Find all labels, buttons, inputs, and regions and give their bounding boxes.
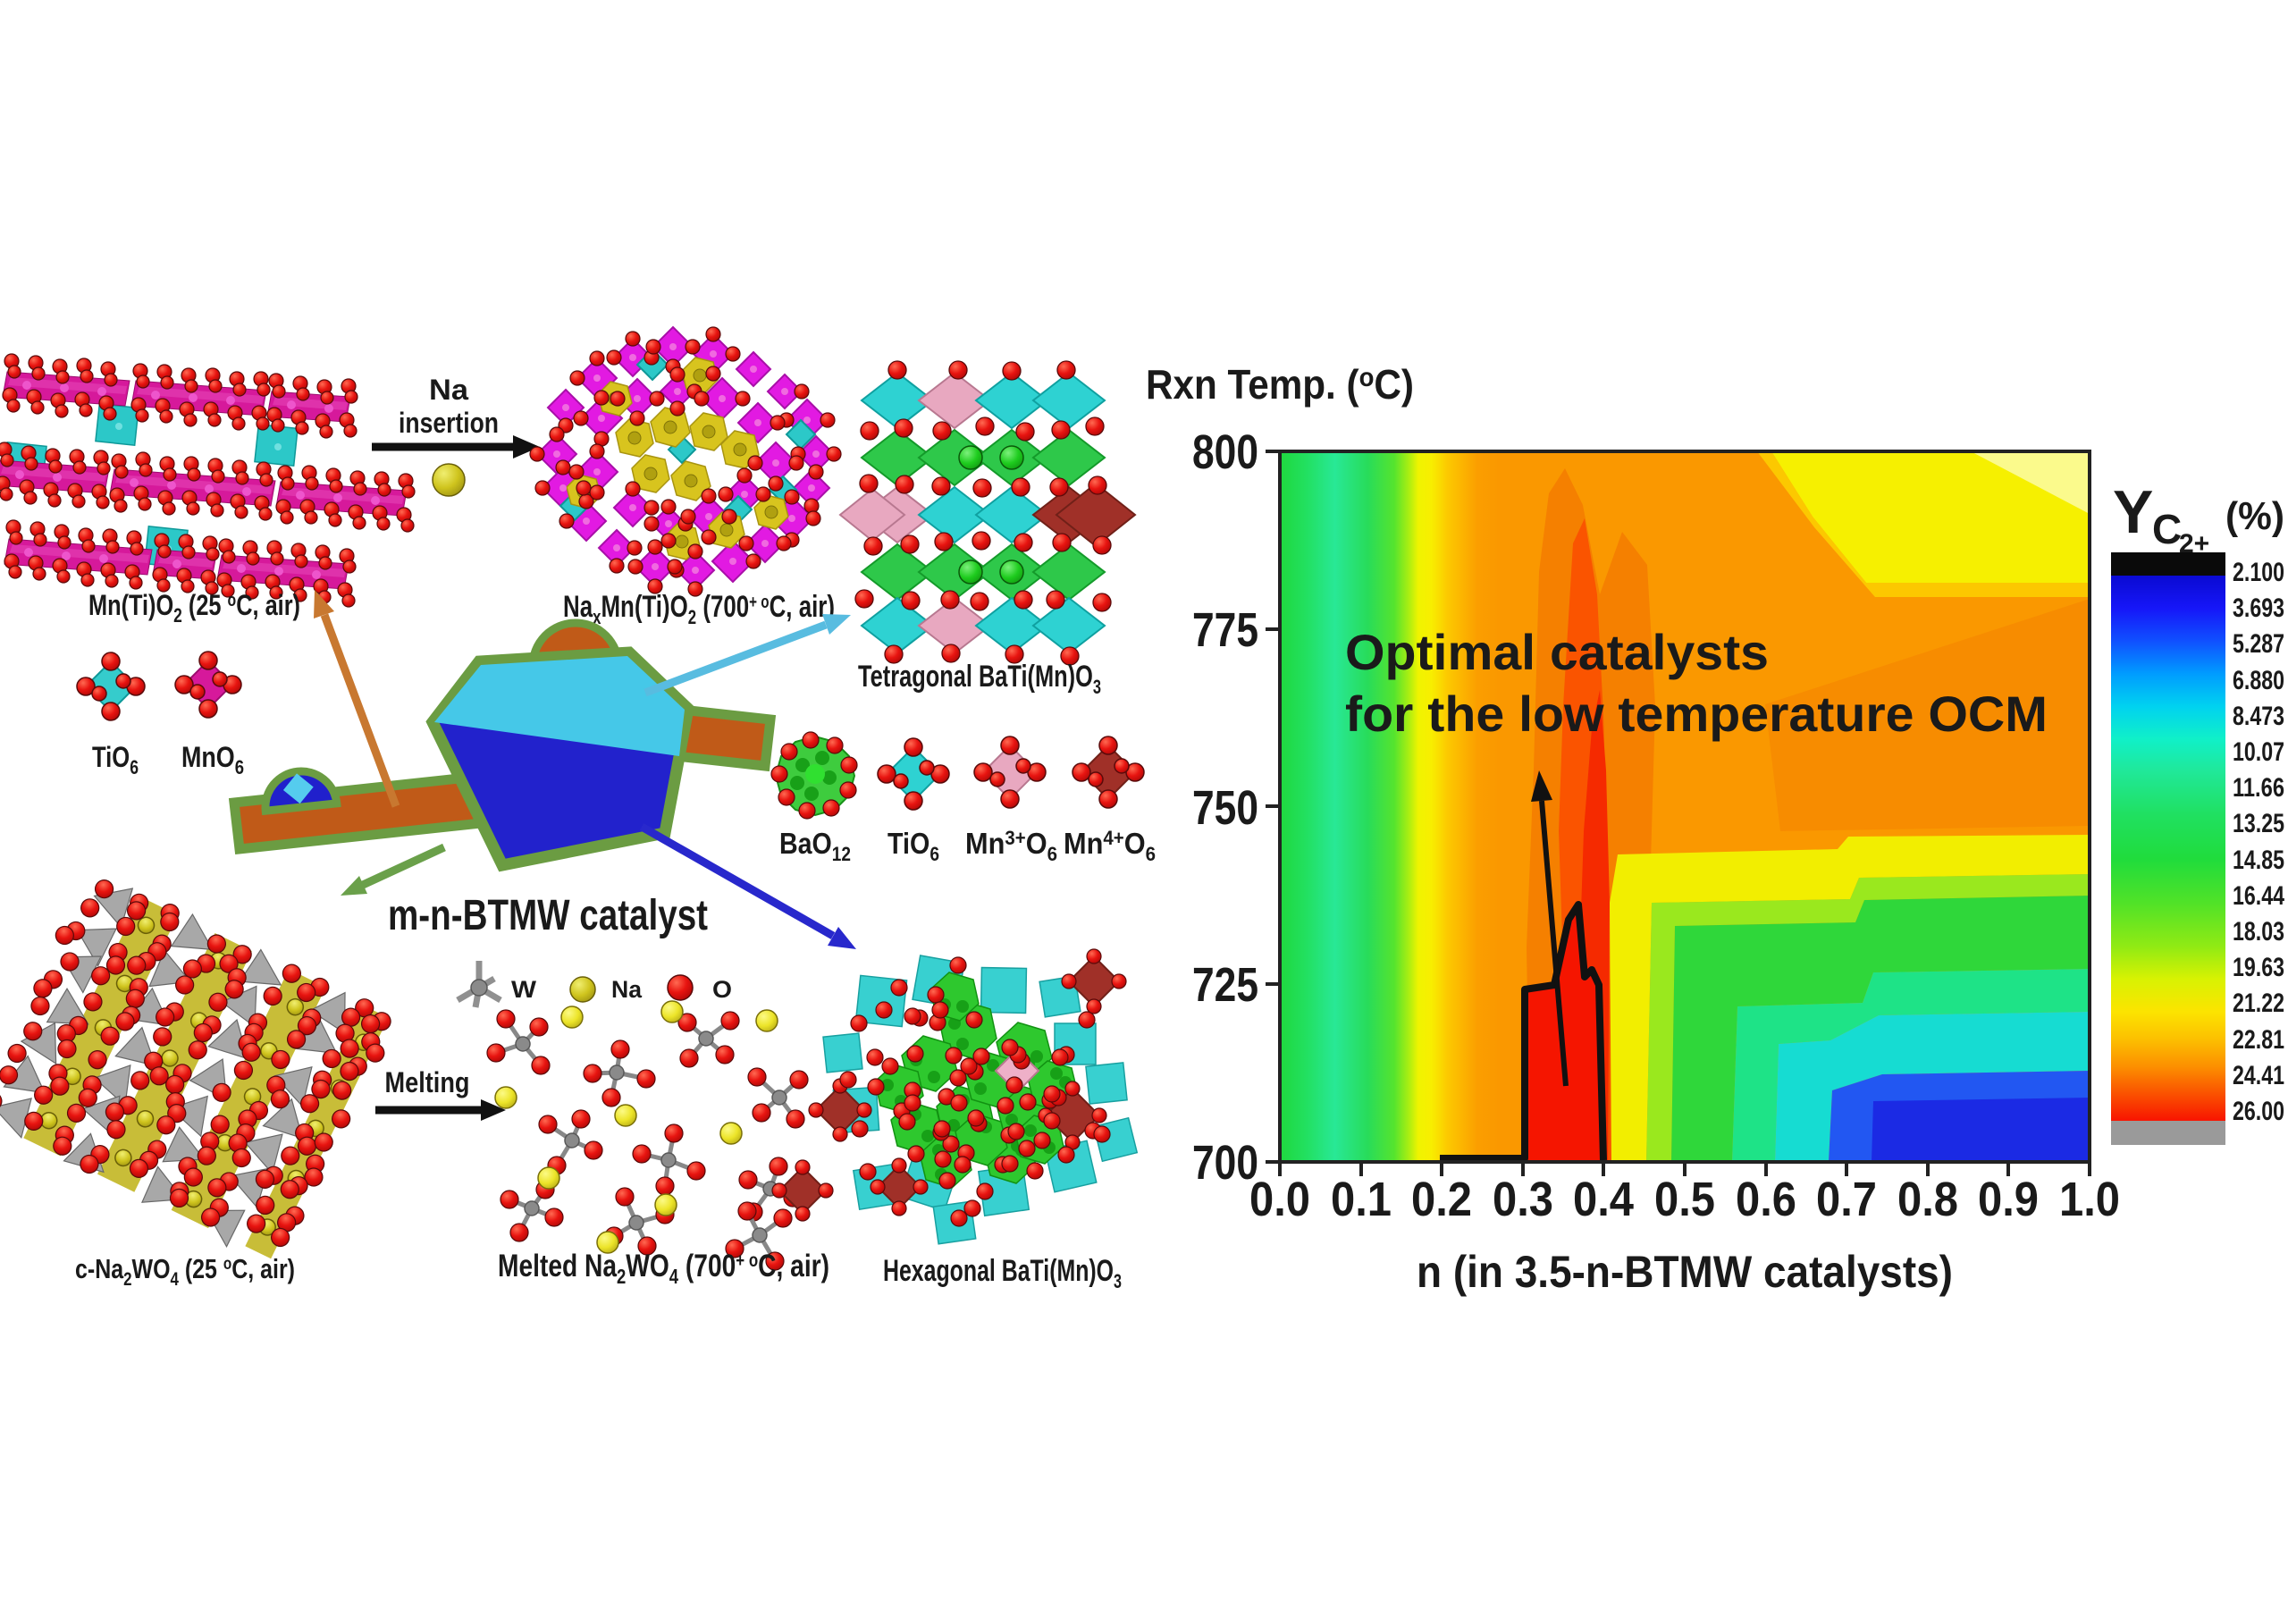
svg-text:6.880: 6.880 bbox=[2233, 666, 2284, 695]
svg-text:insertion: insertion bbox=[399, 407, 499, 439]
svg-text:0.2: 0.2 bbox=[1411, 1173, 1472, 1226]
svg-text:0.5: 0.5 bbox=[1654, 1173, 1715, 1226]
svg-text:16.44: 16.44 bbox=[2233, 881, 2284, 911]
svg-text:725: 725 bbox=[1192, 958, 1258, 1012]
svg-text:Na: Na bbox=[429, 374, 468, 406]
svg-text:for the low temperature OCM: for the low temperature OCM bbox=[1345, 686, 2048, 742]
svg-text:n (in 3.5-n-BTMW catalysts): n (in 3.5-n-BTMW catalysts) bbox=[1417, 1247, 1953, 1297]
svg-text:19.63: 19.63 bbox=[2233, 953, 2284, 982]
svg-text:14.85: 14.85 bbox=[2233, 846, 2284, 875]
svg-text:W: W bbox=[511, 976, 537, 1003]
svg-text:24.41: 24.41 bbox=[2233, 1061, 2284, 1090]
svg-text:775: 775 bbox=[1192, 603, 1258, 657]
svg-text:Melting: Melting bbox=[385, 1066, 470, 1098]
svg-text:Rxn Temp. (oC): Rxn Temp. (oC) bbox=[1146, 361, 1414, 408]
svg-text:0.8: 0.8 bbox=[1897, 1173, 1958, 1226]
svg-text:(%): (%) bbox=[2225, 494, 2284, 538]
svg-text:C: C bbox=[2152, 506, 2182, 552]
svg-text:Optimal catalysts: Optimal catalysts bbox=[1345, 624, 1769, 680]
svg-text:NaxMn(Ti)O2 (700+ oC, air): NaxMn(Ti)O2 (700+ oC, air) bbox=[563, 590, 835, 628]
svg-text:0.0: 0.0 bbox=[1249, 1173, 1310, 1226]
svg-text:c-Na2WO4 (25 oC, air): c-Na2WO4 (25 oC, air) bbox=[75, 1253, 295, 1290]
svg-text:0.4: 0.4 bbox=[1573, 1173, 1634, 1226]
svg-text:11.66: 11.66 bbox=[2233, 773, 2284, 803]
svg-text:8.473: 8.473 bbox=[2233, 702, 2284, 731]
svg-text:Hexagonal BaTi(Mn)O3: Hexagonal BaTi(Mn)O3 bbox=[883, 1254, 1122, 1292]
svg-text:Mn(Ti)O2 (25 oC, air): Mn(Ti)O2 (25 oC, air) bbox=[88, 589, 300, 627]
svg-text:m-n-BTMW catalyst: m-n-BTMW catalyst bbox=[388, 892, 708, 939]
svg-text:3.693: 3.693 bbox=[2233, 593, 2284, 623]
svg-text:0.7: 0.7 bbox=[1816, 1173, 1877, 1226]
svg-text:5.287: 5.287 bbox=[2233, 629, 2284, 659]
svg-text:Melted Na2WO4 (700+ oC, air): Melted Na2WO4 (700+ oC, air) bbox=[498, 1249, 829, 1288]
svg-text:22.81: 22.81 bbox=[2233, 1025, 2284, 1055]
svg-text:18.03: 18.03 bbox=[2233, 917, 2284, 947]
svg-text:10.07: 10.07 bbox=[2233, 737, 2284, 767]
svg-text:0.6: 0.6 bbox=[1736, 1173, 1796, 1226]
svg-text:26.00: 26.00 bbox=[2233, 1097, 2284, 1126]
svg-text:700: 700 bbox=[1192, 1136, 1258, 1190]
svg-text:1.0: 1.0 bbox=[2059, 1173, 2120, 1226]
svg-text:Na: Na bbox=[611, 976, 643, 1003]
svg-text:0.3: 0.3 bbox=[1493, 1173, 1553, 1226]
svg-text:800: 800 bbox=[1192, 425, 1258, 479]
svg-text:O: O bbox=[712, 976, 732, 1003]
svg-text:0.9: 0.9 bbox=[1978, 1173, 2039, 1226]
svg-text:Y: Y bbox=[2113, 478, 2153, 546]
svg-text:21.22: 21.22 bbox=[2233, 989, 2284, 1018]
svg-text:2+: 2+ bbox=[2179, 529, 2209, 559]
svg-text:Tetragonal BaTi(Mn)O3: Tetragonal BaTi(Mn)O3 bbox=[858, 660, 1101, 698]
svg-text:2.100: 2.100 bbox=[2233, 558, 2284, 587]
svg-text:MnO6: MnO6 bbox=[181, 741, 244, 778]
svg-text:Mn3+O6: Mn3+O6 bbox=[965, 827, 1057, 865]
svg-text:750: 750 bbox=[1192, 781, 1258, 835]
svg-text:13.25: 13.25 bbox=[2233, 809, 2284, 838]
svg-text:0.1: 0.1 bbox=[1331, 1173, 1392, 1226]
